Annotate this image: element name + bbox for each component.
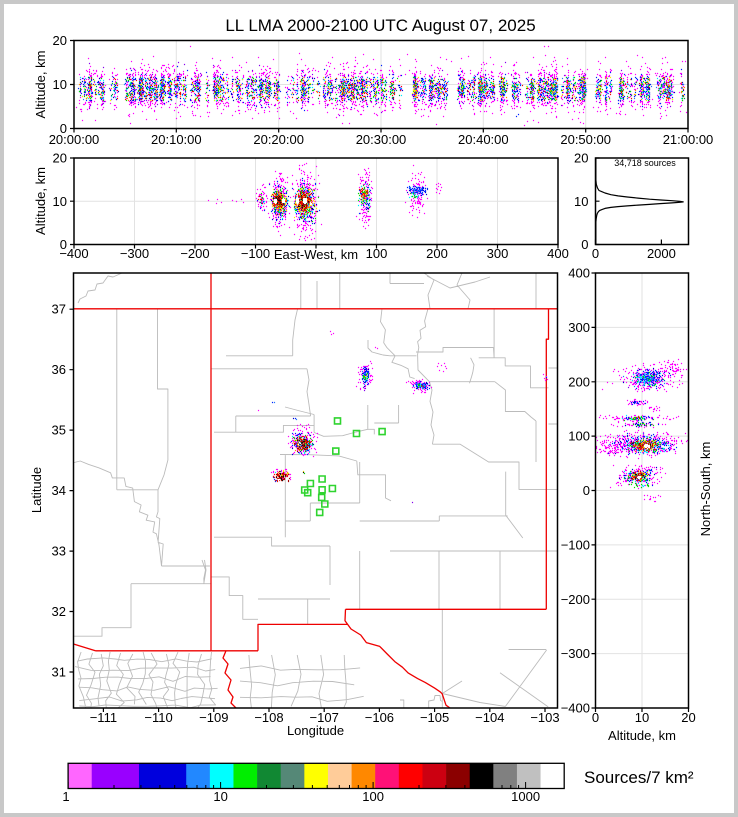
svg-text:33: 33 [52, 544, 66, 559]
svg-text:−100: −100 [561, 537, 590, 552]
svg-text:East-West, km: East-West, km [274, 247, 358, 262]
svg-text:Longitude: Longitude [287, 723, 344, 738]
svg-text:Altitude, km: Altitude, km [33, 167, 48, 235]
svg-text:100: 100 [366, 246, 388, 261]
svg-text:20:40:00: 20:40:00 [458, 132, 509, 147]
svg-text:10: 10 [574, 194, 588, 209]
svg-text:−109: −109 [199, 710, 228, 725]
svg-text:0: 0 [592, 246, 599, 261]
svg-text:0: 0 [583, 483, 590, 498]
svg-text:−200: −200 [180, 246, 209, 261]
svg-text:Altitude, km: Altitude, km [33, 51, 48, 119]
svg-text:20:00:00: 20:00:00 [49, 132, 100, 147]
svg-text:−106: −106 [365, 710, 394, 725]
svg-text:20: 20 [681, 710, 695, 725]
svg-text:−104: −104 [475, 710, 504, 725]
svg-text:32: 32 [52, 604, 66, 619]
svg-text:100: 100 [568, 429, 590, 444]
svg-text:37: 37 [52, 302, 66, 317]
svg-text:10: 10 [635, 710, 649, 725]
svg-text:1000: 1000 [511, 789, 540, 804]
svg-text:100: 100 [362, 789, 384, 804]
svg-text:−300: −300 [561, 646, 590, 661]
svg-text:Latitude: Latitude [29, 467, 44, 513]
svg-text:North-South, km: North-South, km [698, 442, 713, 537]
svg-text:20: 20 [53, 33, 67, 48]
svg-text:−400: −400 [561, 701, 590, 716]
svg-text:−400: −400 [59, 246, 88, 261]
svg-text:400: 400 [547, 246, 569, 261]
svg-text:10: 10 [213, 789, 227, 804]
svg-text:2000: 2000 [647, 246, 676, 261]
svg-text:Sources/7 km²: Sources/7 km² [584, 768, 694, 787]
svg-text:200: 200 [426, 246, 448, 261]
svg-text:300: 300 [487, 246, 509, 261]
svg-text:20: 20 [53, 151, 67, 166]
svg-text:0: 0 [60, 121, 67, 136]
svg-text:−100: −100 [241, 246, 270, 261]
svg-text:Altitude, km: Altitude, km [608, 728, 676, 743]
svg-text:LL LMA 2000-2100 UTC August 07: LL LMA 2000-2100 UTC August 07, 2025 [225, 16, 535, 35]
svg-text:10: 10 [53, 194, 67, 209]
svg-text:300: 300 [568, 320, 590, 335]
svg-text:−103: −103 [530, 710, 559, 725]
svg-text:−111: −111 [90, 710, 117, 725]
svg-text:35: 35 [52, 423, 66, 438]
svg-text:20:50:00: 20:50:00 [560, 132, 611, 147]
svg-text:−110: −110 [144, 710, 172, 725]
svg-text:200: 200 [568, 374, 590, 389]
svg-text:0: 0 [592, 710, 599, 725]
svg-text:34: 34 [52, 483, 66, 498]
svg-text:−107: −107 [310, 710, 339, 725]
svg-text:−105: −105 [420, 710, 449, 725]
svg-text:20:10:00: 20:10:00 [151, 132, 202, 147]
svg-text:−200: −200 [561, 592, 590, 607]
svg-text:21:00:00: 21:00:00 [663, 132, 714, 147]
svg-text:20:30:00: 20:30:00 [356, 132, 407, 147]
svg-text:20:20:00: 20:20:00 [253, 132, 304, 147]
svg-text:36: 36 [52, 362, 66, 377]
svg-text:34,718 sources: 34,718 sources [614, 158, 676, 168]
svg-text:0: 0 [581, 237, 588, 252]
svg-text:0: 0 [60, 237, 67, 252]
svg-text:31: 31 [52, 665, 66, 680]
svg-text:20: 20 [574, 151, 588, 166]
svg-text:10: 10 [53, 77, 67, 92]
svg-text:−108: −108 [254, 710, 283, 725]
svg-text:400: 400 [568, 266, 590, 281]
svg-text:1: 1 [62, 789, 69, 804]
svg-text:−300: −300 [120, 246, 149, 261]
